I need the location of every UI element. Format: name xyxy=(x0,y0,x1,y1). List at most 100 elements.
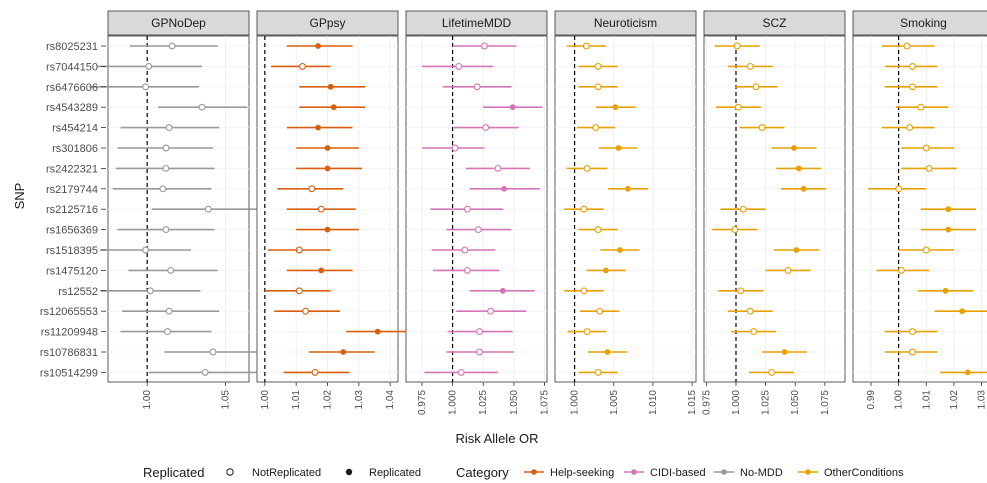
point-gpnodep-rs301806 xyxy=(162,144,170,152)
facet-smoking: Smoking 0.99 1.00 1.01 1.02 1.03 xyxy=(852,10,987,410)
legend-category-title: Category xyxy=(456,465,509,480)
x-tick-label-lifetimemdd-0: 0.975 xyxy=(417,390,428,415)
facet-neuroticism: Neuroticism 1.000 1.005 1.010 1.015 xyxy=(554,10,698,415)
snp-label-rs2179744: rs2179744 xyxy=(46,184,98,196)
point-neuroticism-rs10514299 xyxy=(594,368,602,376)
legend-replicated-title: Replicated xyxy=(143,465,204,480)
point-gppsy-rs10786831 xyxy=(340,349,347,355)
x-tick-label-smoking-0: 0.99 xyxy=(866,390,877,410)
facet-title-lifetimemdd: LifetimeMDD xyxy=(442,16,512,30)
legend-cidi-based-label: CIDI-based xyxy=(650,467,706,479)
point-gppsy-rs1518395 xyxy=(295,246,303,254)
legend-no-mdd-label: No-MDD xyxy=(740,467,783,479)
point-scz-rs7044150 xyxy=(746,62,754,70)
point-gpnodep-rs7044150 xyxy=(145,62,153,70)
point-neuroticism-rs301806 xyxy=(615,145,622,151)
legend-help-seeking-label: Help-seeking xyxy=(550,467,614,479)
point-gpnodep-rs2125716 xyxy=(204,205,212,213)
point-lifetimemdd-rs1656369 xyxy=(474,226,482,234)
point-scz-rs6476606 xyxy=(752,83,760,91)
point-smoking-rs6476606 xyxy=(908,83,916,91)
point-gppsy-rs4543289 xyxy=(330,104,337,111)
point-neuroticism-rs12065553 xyxy=(596,307,604,315)
point-gpnodep-rs2179744 xyxy=(159,185,167,193)
point-scz-rs1518395 xyxy=(793,247,800,253)
point-scz-rs301806 xyxy=(791,145,797,151)
legend-replicated-key xyxy=(345,468,353,476)
legend-otherconditions-label: OtherConditions xyxy=(824,467,904,479)
point-neuroticism-rs6476606 xyxy=(594,83,602,91)
point-gpnodep-rs1518395 xyxy=(142,246,150,254)
point-gpnodep-rs10786831 xyxy=(209,348,217,356)
y-axis-title: SNP xyxy=(12,183,27,210)
facet-title-neuroticism: Neuroticism xyxy=(594,16,657,30)
point-gpnodep-rs2422321 xyxy=(162,164,170,172)
point-smoking-rs2422321 xyxy=(925,164,933,172)
point-scz-rs8025231 xyxy=(733,42,741,50)
point-scz-rs1475120 xyxy=(784,266,792,274)
point-gppsy-rs10514299 xyxy=(311,368,319,376)
x-tick-label-gppsy-1: 1.01 xyxy=(291,390,302,410)
x-tick-label-lifetimemdd-2: 1.025 xyxy=(478,390,489,415)
point-smoking-rs2125716 xyxy=(945,206,952,213)
snp-label-rs10786831: rs10786831 xyxy=(40,347,98,359)
point-scz-rs10514299 xyxy=(768,368,775,376)
point-gppsy-rs301806 xyxy=(324,145,331,151)
point-lifetimemdd-rs4543289 xyxy=(509,104,516,111)
point-lifetimemdd-rs6476606 xyxy=(473,83,481,91)
point-gpnodep-rs6476606 xyxy=(142,83,150,91)
snp-label-rs12065553: rs12065553 xyxy=(40,306,98,318)
point-gppsy-rs6476606 xyxy=(327,83,334,90)
point-lifetimemdd-rs10786831 xyxy=(476,348,484,356)
point-gpnodep-rs4543289 xyxy=(198,103,206,111)
point-gpnodep-rs11209948 xyxy=(164,328,171,336)
point-gpnodep-rs12065553 xyxy=(165,307,173,315)
point-lifetimemdd-rs8025231 xyxy=(481,42,488,50)
x-tick-label-gppsy-4: 1.04 xyxy=(385,390,396,410)
x-tick-label-lifetimemdd-1: 1.000 xyxy=(448,390,459,415)
legend-key-cidi-based xyxy=(624,469,644,475)
point-smoking-rs7044150 xyxy=(908,62,916,70)
x-tick-label-gpnodep-1: 1.05 xyxy=(221,390,232,410)
point-scz-rs4543289 xyxy=(734,103,742,111)
point-neuroticism-rs10786831 xyxy=(604,349,611,355)
point-lifetimemdd-rs10514299 xyxy=(457,368,465,376)
point-gppsy-rs8025231 xyxy=(315,43,321,49)
x-tick-label-neuroticism-0: 1.000 xyxy=(570,390,581,415)
snp-labels: rs8025231 rs7044150 rs6476606 rs4543289 rs45… xyxy=(40,41,106,379)
legend: Replicated NotReplicated Replicated Cate… xyxy=(143,465,904,480)
facet-header-neuroticism xyxy=(554,10,697,36)
point-neuroticism-rs11209948 xyxy=(583,328,591,336)
x-tick-label-gppsy-2: 1.02 xyxy=(323,390,334,410)
snp-label-rs6476606: rs6476606 xyxy=(46,82,98,94)
point-scz-rs12065553 xyxy=(746,307,754,315)
snp-label-rs1475120: rs1475120 xyxy=(46,265,98,277)
facet-header-smoking xyxy=(852,10,987,36)
point-gpnodep-rs454214 xyxy=(165,124,173,132)
point-gppsy-rs454214 xyxy=(315,124,321,131)
x-tick-label-smoking-2: 1.01 xyxy=(921,390,932,410)
point-scz-rs11209948 xyxy=(750,328,758,336)
point-smoking-rs1656369 xyxy=(945,226,952,233)
point-lifetimemdd-rs1475120 xyxy=(463,266,471,274)
x-tick-label-lifetimemdd-3: 1.050 xyxy=(509,390,520,415)
legend-key-help-seeking xyxy=(524,469,544,475)
point-gpnodep-rs1656369 xyxy=(162,226,170,234)
x-tick-label-scz-0: 0.975 xyxy=(701,390,712,415)
x-tick-label-gpnodep-0: 1.00 xyxy=(142,390,153,410)
point-lifetimemdd-rs12552 xyxy=(499,287,506,294)
snp-label-rs301806: rs301806 xyxy=(52,143,98,155)
point-smoking-rs12552 xyxy=(942,287,949,294)
snp-label-rs8025231: rs8025231 xyxy=(46,41,98,53)
point-lifetimemdd-rs1518395 xyxy=(461,246,469,254)
point-gpnodep-rs12552 xyxy=(146,287,154,295)
point-scz-rs2125716 xyxy=(739,205,747,213)
point-gppsy-rs2422321 xyxy=(324,165,331,172)
snp-label-rs12552: rs12552 xyxy=(58,286,98,298)
facet-header-lifetimemdd xyxy=(405,10,548,36)
point-gppsy-rs7044150 xyxy=(298,62,306,70)
point-neuroticism-rs454214 xyxy=(592,124,600,132)
point-neuroticism-rs4543289 xyxy=(612,104,619,111)
point-gpnodep-rs10514299 xyxy=(201,368,209,376)
